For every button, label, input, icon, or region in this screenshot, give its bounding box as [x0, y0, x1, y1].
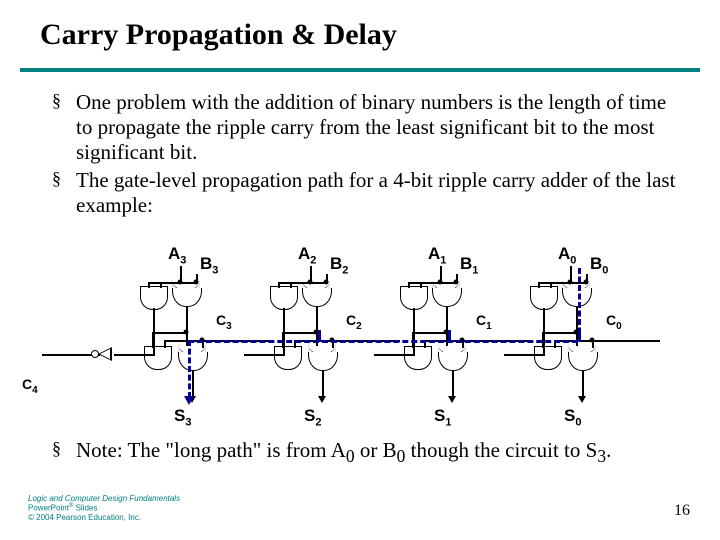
copyright-line: © 2004 Pearson Education, Inc.: [28, 513, 180, 522]
and-gate: [404, 346, 432, 370]
and-gate: [534, 346, 562, 370]
footnote: § Note: The "long path" is from A0 or B0…: [52, 438, 682, 467]
copyright-line: PowerPoint® Slides: [28, 503, 180, 513]
bullet-marker: §: [52, 438, 76, 467]
and-gate: [270, 286, 298, 310]
xor-gate: [308, 348, 336, 370]
bullet-item: § One problem with the addition of binar…: [52, 90, 682, 164]
cout-label: C4: [22, 376, 38, 392]
ripple-carry-circuit: C4A3B3C3S3A2B2C2S2A1B1C1S1A0B0C0S0: [100, 246, 660, 436]
bullet-list: § One problem with the addition of binar…: [52, 90, 682, 222]
xor-gate: [432, 284, 460, 306]
and-gate: [140, 286, 168, 310]
bullet-text: One problem with the addition of binary …: [76, 90, 682, 164]
footnote-text: Note: The "long path" is from A0 or B0 t…: [76, 438, 682, 467]
copyright-block: Logic and Computer Design Fundamentals P…: [28, 494, 180, 522]
xor-gate: [302, 284, 330, 306]
and-gate: [274, 346, 302, 370]
xor-gate: [178, 348, 206, 370]
bullet-marker: §: [52, 168, 76, 218]
title-underline: [20, 68, 700, 72]
bullet-item: § The gate-level propagation path for a …: [52, 168, 682, 218]
xor-gate: [562, 284, 590, 306]
bullet-marker: §: [52, 90, 76, 164]
copyright-line: Logic and Computer Design Fundamentals: [28, 494, 180, 503]
xor-gate: [172, 284, 200, 306]
and-gate: [144, 346, 172, 370]
page-number: 16: [674, 502, 690, 520]
xor-gate: [438, 348, 466, 370]
slide-title: Carry Propagation & Delay: [40, 18, 397, 52]
and-gate: [400, 286, 428, 310]
bullet-text: The gate-level propagation path for a 4-…: [76, 168, 682, 218]
xor-gate: [568, 348, 596, 370]
and-gate: [530, 286, 558, 310]
